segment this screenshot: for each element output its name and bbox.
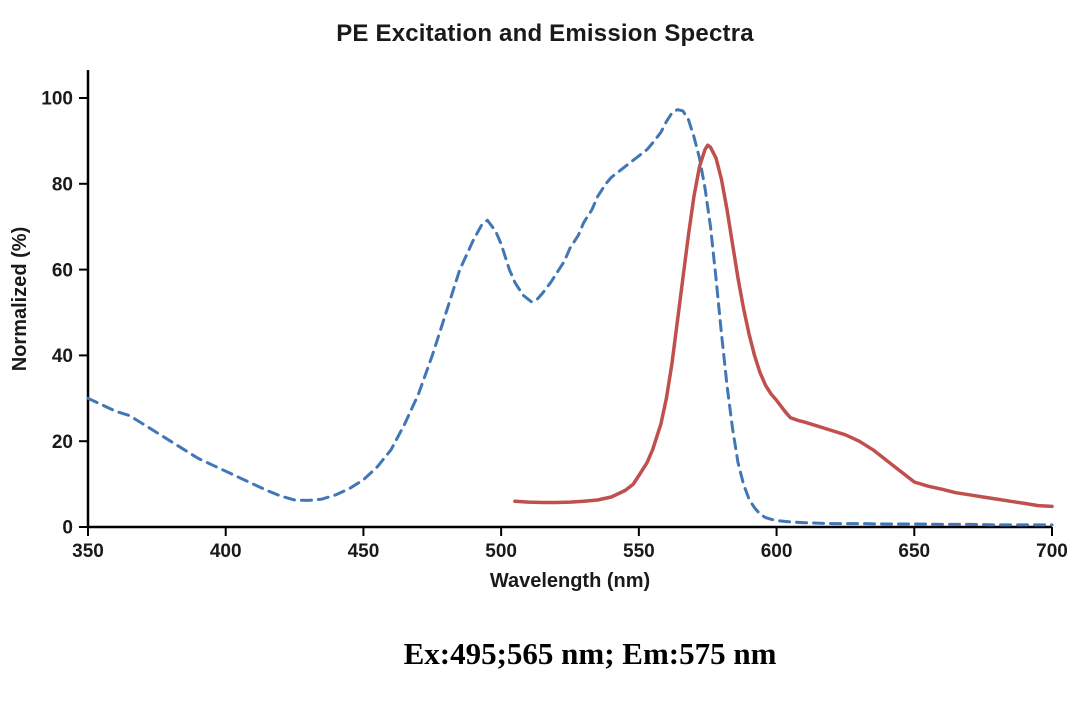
- plot-area: 0 20 40 60 80 100 350 400 450 500 550 600 650 700: [41, 70, 1068, 562]
- y-tick-label: 60: [52, 260, 73, 281]
- y-tick-label: 0: [62, 518, 73, 539]
- y-tick-label: 80: [52, 174, 73, 195]
- x-tick-label: 400: [210, 541, 242, 562]
- y-tick-label: 20: [52, 432, 73, 453]
- x-tick-label: 550: [623, 541, 655, 562]
- y-axis-label: Normalized (%): [9, 226, 31, 372]
- emission-curve: [513, 143, 1054, 509]
- x-tick-label: 450: [348, 541, 380, 562]
- excitation-curve: [86, 108, 1054, 527]
- y-tick-label: 100: [41, 89, 73, 110]
- x-tick-label: 500: [485, 541, 517, 562]
- chart-title: PE Excitation and Emission Spectra: [336, 20, 754, 47]
- x-tick-label: 650: [898, 541, 930, 562]
- x-tick-label: 700: [1036, 541, 1068, 562]
- y-tick-label: 40: [52, 346, 73, 367]
- x-tick-label: 350: [72, 541, 104, 562]
- x-tick-label: 600: [761, 541, 793, 562]
- caption-ex-em-values: Ex:495;565 nm; Em:575 nm: [403, 636, 777, 671]
- x-axis-label: Wavelength (nm): [489, 570, 651, 592]
